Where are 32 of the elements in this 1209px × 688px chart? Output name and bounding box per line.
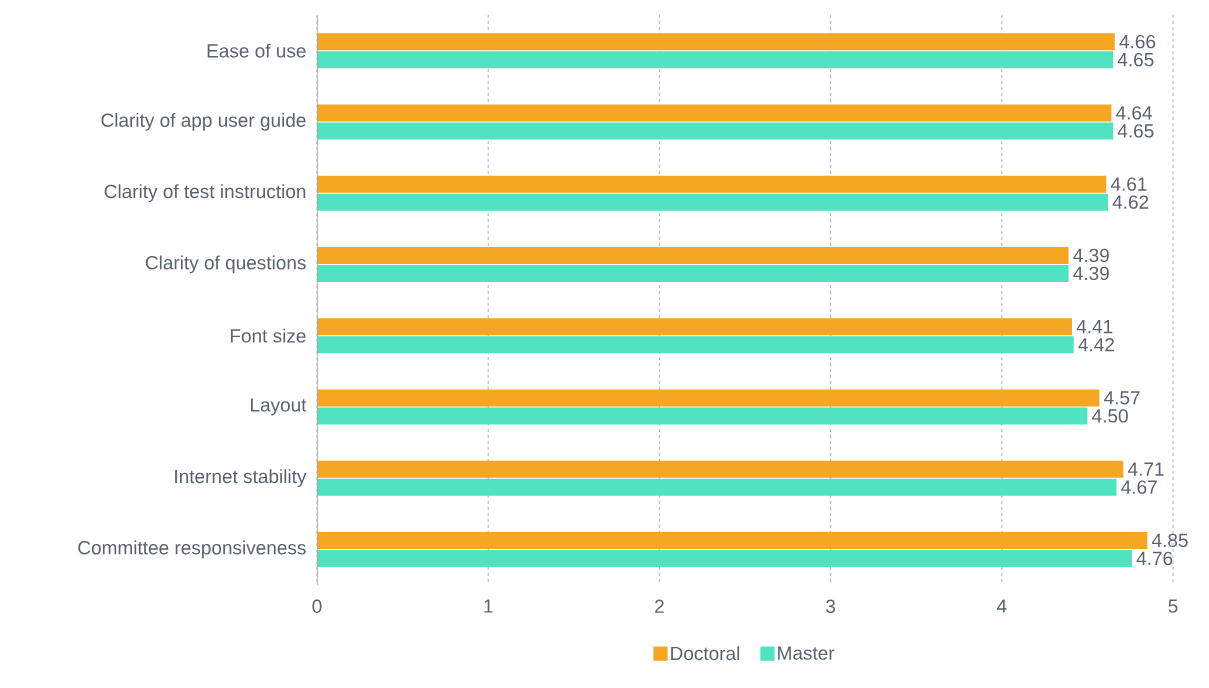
data-label: 4.65 <box>1117 124 1154 138</box>
legend-label: Master <box>778 646 835 660</box>
y-tick-label: Ease of use <box>207 43 306 58</box>
data-label: 4.41 <box>1076 320 1113 334</box>
data-label: 4.85 <box>1151 533 1188 548</box>
x-tick-label: 5 <box>1168 599 1178 613</box>
data-label: 4.57 <box>1104 391 1140 405</box>
data-label: 4.64 <box>1116 106 1152 120</box>
data-label: 4.61 <box>1110 177 1147 191</box>
data-label: 4.39 <box>1073 266 1109 281</box>
y-tick-label: Clarity of test instruction <box>104 184 306 202</box>
legend-label: Doctoral <box>671 646 740 661</box>
y-tick-label: Committee responsiveness <box>78 540 306 559</box>
x-tick-label: 4 <box>996 599 1007 613</box>
y-tick-label: Layout <box>250 398 307 416</box>
data-label: 4.65 <box>1117 52 1154 67</box>
data-label: 4.71 <box>1128 462 1164 476</box>
data-label: 4.50 <box>1092 409 1128 423</box>
data-label: 4.76 <box>1136 551 1173 566</box>
data-label: 4.67 <box>1121 480 1157 494</box>
data-label: 4.66 <box>1119 34 1156 49</box>
x-tick-label: 2 <box>655 599 664 613</box>
x-tick-label: 1 <box>484 599 493 613</box>
y-tick-label: Clarity of app user guide <box>101 113 306 131</box>
data-label: 4.39 <box>1073 248 1109 263</box>
y-tick-label: Clarity of questions <box>145 255 306 274</box>
data-label: 4.42 <box>1078 338 1114 352</box>
data-label: 4.62 <box>1112 195 1149 209</box>
y-tick-label: Internet stability <box>175 469 307 487</box>
y-tick-label: Font size <box>230 328 306 343</box>
x-tick-label: 0 <box>312 599 322 613</box>
x-tick-label: 3 <box>826 599 836 613</box>
